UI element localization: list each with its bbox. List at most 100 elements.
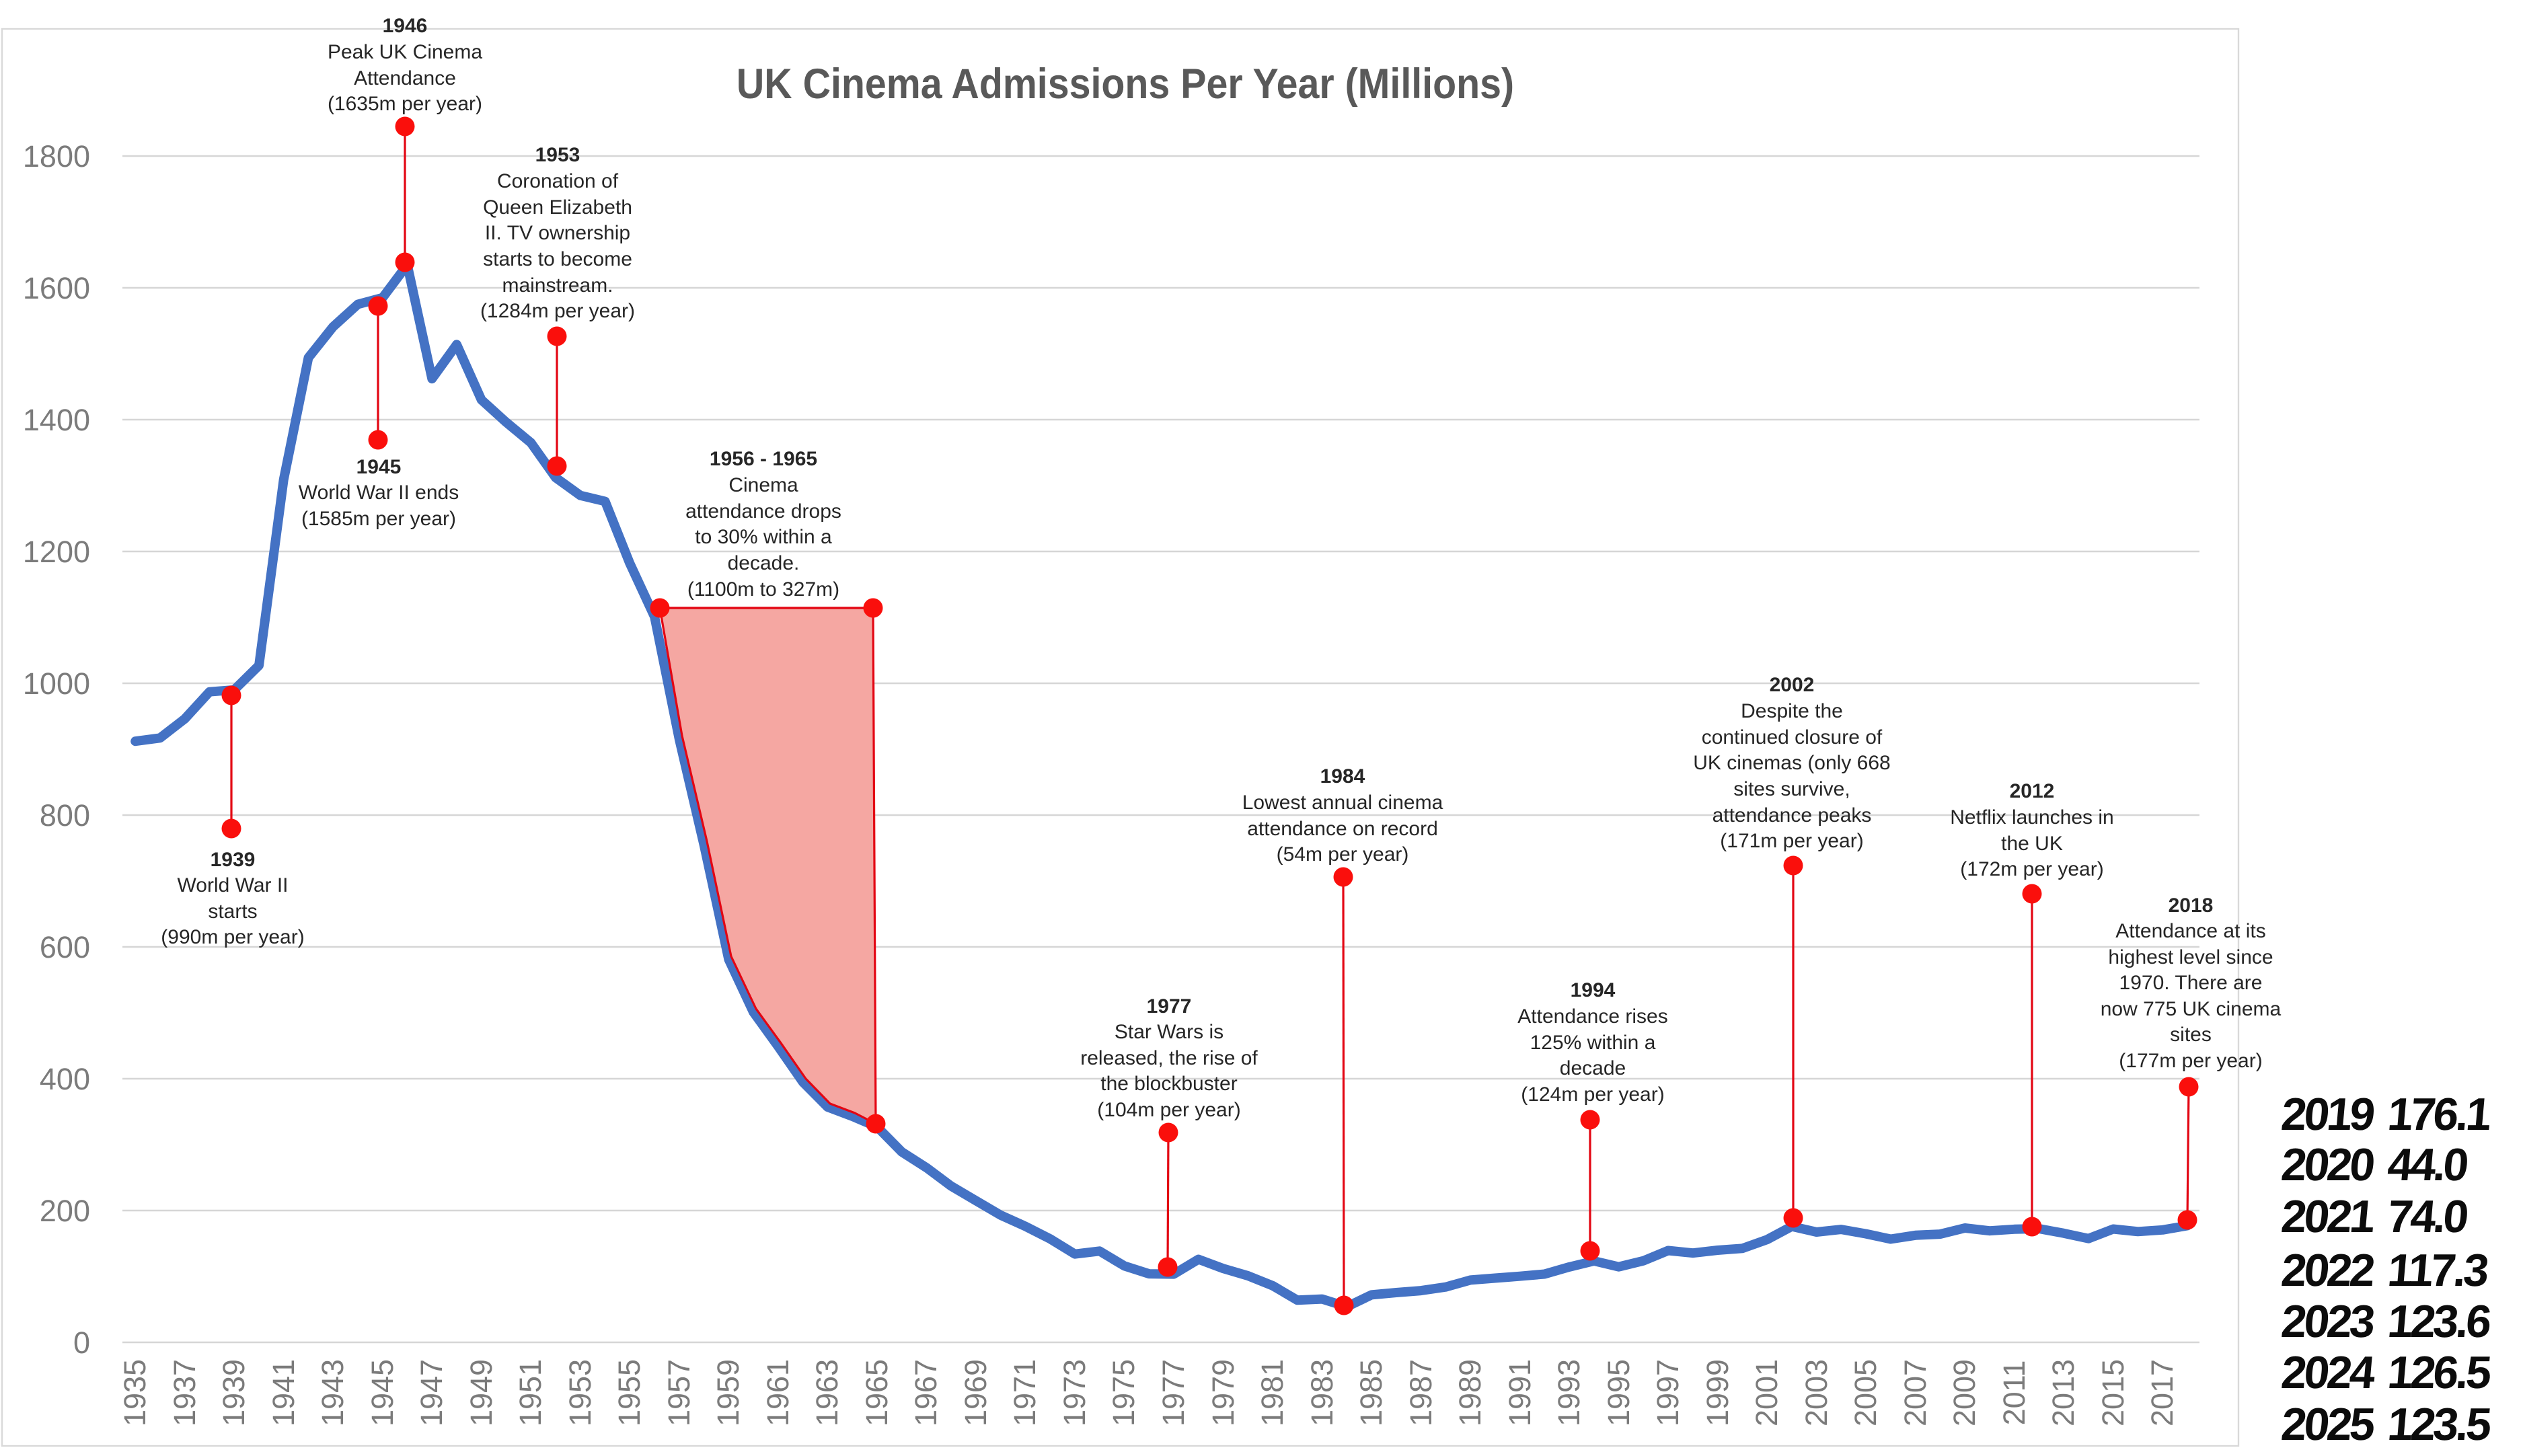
svg-text:1970. There are: 1970. There are bbox=[2119, 972, 2263, 994]
svg-text:1955: 1955 bbox=[612, 1359, 646, 1426]
svg-text:now 775 UK cinema: now 775 UK cinema bbox=[2101, 998, 2282, 1020]
svg-text:(104m per year): (104m per year) bbox=[1097, 1099, 1240, 1121]
svg-text:2018: 2018 bbox=[2169, 894, 2214, 917]
svg-text:1957: 1957 bbox=[662, 1359, 696, 1426]
svg-text:2003: 2003 bbox=[1799, 1359, 1834, 1426]
svg-text:released, the rise of: released, the rise of bbox=[1080, 1047, 1258, 1069]
svg-text:1995: 1995 bbox=[1602, 1359, 1636, 1426]
svg-text:(1635m per year): (1635m per year) bbox=[328, 93, 482, 115]
svg-text:(177m per year): (177m per year) bbox=[2119, 1050, 2262, 1072]
svg-text:1400: 1400 bbox=[23, 403, 90, 437]
svg-text:UK Cinema Admissions Per Year: UK Cinema Admissions Per Year (Millions) bbox=[737, 59, 1514, 107]
svg-text:decade: decade bbox=[1560, 1057, 1626, 1079]
svg-text:Attendance: Attendance bbox=[354, 67, 456, 89]
svg-text:highest level since: highest level since bbox=[2108, 946, 2273, 968]
svg-text:1971: 1971 bbox=[1008, 1359, 1042, 1426]
svg-text:2009: 2009 bbox=[1947, 1359, 1982, 1426]
svg-text:2021 74.0: 2021 74.0 bbox=[2280, 1191, 2470, 1242]
svg-text:1951: 1951 bbox=[513, 1359, 548, 1426]
svg-text:1200: 1200 bbox=[23, 535, 90, 569]
svg-text:2025 123.5: 2025 123.5 bbox=[2280, 1399, 2493, 1450]
svg-text:400: 400 bbox=[40, 1062, 90, 1096]
svg-text:2001: 2001 bbox=[1749, 1359, 1784, 1426]
svg-text:continued closure of: continued closure of bbox=[1702, 726, 1883, 749]
svg-text:200: 200 bbox=[40, 1194, 90, 1228]
svg-text:2002: 2002 bbox=[1770, 674, 1815, 696]
svg-text:2023 123.6: 2023 123.6 bbox=[2280, 1296, 2493, 1347]
svg-text:125% within a: 125% within a bbox=[1530, 1032, 1656, 1054]
svg-text:1975: 1975 bbox=[1106, 1359, 1141, 1426]
svg-text:1967: 1967 bbox=[909, 1359, 943, 1426]
svg-text:Attendance at its: Attendance at its bbox=[2115, 920, 2265, 942]
svg-text:1965: 1965 bbox=[860, 1359, 894, 1426]
svg-text:1956 - 1965: 1956 - 1965 bbox=[710, 448, 817, 470]
svg-text:1999: 1999 bbox=[1700, 1359, 1735, 1426]
svg-text:1985: 1985 bbox=[1354, 1359, 1388, 1426]
svg-text:starts to become: starts to become bbox=[483, 248, 632, 270]
svg-text:1977: 1977 bbox=[1147, 995, 1192, 1018]
svg-text:2020 44.0: 2020 44.0 bbox=[2280, 1139, 2470, 1190]
svg-text:1939: 1939 bbox=[217, 1359, 251, 1426]
svg-text:2011: 2011 bbox=[1997, 1361, 2031, 1426]
svg-text:2012: 2012 bbox=[2010, 780, 2055, 802]
svg-text:1947: 1947 bbox=[414, 1359, 449, 1426]
svg-text:1946: 1946 bbox=[383, 15, 428, 37]
svg-text:1000: 1000 bbox=[23, 666, 90, 701]
svg-text:(1100m to 327m): (1100m to 327m) bbox=[687, 578, 839, 601]
svg-text:II. TV ownership: II. TV ownership bbox=[485, 222, 630, 244]
svg-text:1961: 1961 bbox=[761, 1359, 795, 1426]
svg-text:1935: 1935 bbox=[118, 1359, 152, 1426]
svg-text:attendance drops: attendance drops bbox=[685, 500, 841, 523]
svg-text:2007: 2007 bbox=[1898, 1359, 1932, 1426]
svg-text:2019 176.1: 2019 176.1 bbox=[2280, 1089, 2493, 1140]
svg-text:decade.: decade. bbox=[728, 552, 800, 574]
svg-text:Cinema: Cinema bbox=[728, 474, 798, 496]
svg-text:1979: 1979 bbox=[1206, 1359, 1240, 1426]
svg-text:1943: 1943 bbox=[315, 1359, 350, 1426]
svg-text:attendance peaks: attendance peaks bbox=[1712, 804, 1872, 827]
svg-text:Star Wars is: Star Wars is bbox=[1115, 1021, 1223, 1043]
svg-text:1941: 1941 bbox=[266, 1359, 301, 1426]
svg-text:starts: starts bbox=[208, 901, 257, 923]
svg-text:1981: 1981 bbox=[1255, 1359, 1289, 1426]
svg-text:1953: 1953 bbox=[535, 144, 580, 166]
svg-text:1977: 1977 bbox=[1156, 1359, 1191, 1426]
svg-text:Despite the: Despite the bbox=[1741, 700, 1843, 722]
svg-text:2017: 2017 bbox=[2145, 1359, 2179, 1426]
svg-text:Queen Elizabeth: Queen Elizabeth bbox=[483, 196, 632, 219]
svg-text:1937: 1937 bbox=[167, 1359, 202, 1426]
svg-text:2015: 2015 bbox=[2096, 1359, 2130, 1426]
svg-text:Peak UK Cinema: Peak UK Cinema bbox=[328, 41, 482, 63]
svg-text:UK cinemas (only 668: UK cinemas (only 668 bbox=[1693, 752, 1890, 774]
svg-text:2024 126.5: 2024 126.5 bbox=[2280, 1347, 2493, 1398]
svg-text:attendance on record: attendance on record bbox=[1247, 818, 1438, 840]
svg-text:sites: sites bbox=[2170, 1024, 2212, 1046]
svg-text:2022 117.3: 2022 117.3 bbox=[2280, 1245, 2490, 1296]
svg-text:1997: 1997 bbox=[1651, 1359, 1685, 1426]
svg-text:1945: 1945 bbox=[356, 456, 402, 478]
svg-text:0: 0 bbox=[73, 1326, 90, 1360]
svg-text:1993: 1993 bbox=[1552, 1359, 1586, 1426]
svg-text:mainstream.: mainstream. bbox=[502, 274, 613, 297]
svg-text:2013: 2013 bbox=[2046, 1359, 2080, 1426]
svg-text:1959: 1959 bbox=[711, 1359, 745, 1426]
svg-text:Lowest annual cinema: Lowest annual cinema bbox=[1242, 792, 1443, 814]
svg-text:Coronation of: Coronation of bbox=[497, 170, 619, 192]
svg-text:(172m per year): (172m per year) bbox=[1960, 858, 2103, 880]
svg-text:(124m per year): (124m per year) bbox=[1521, 1083, 1664, 1106]
svg-text:(990m per year): (990m per year) bbox=[161, 926, 304, 948]
svg-text:Netflix launches in: Netflix launches in bbox=[1950, 806, 2113, 829]
svg-text:1969: 1969 bbox=[958, 1359, 993, 1426]
svg-text:800: 800 bbox=[40, 798, 90, 833]
svg-text:2005: 2005 bbox=[1848, 1359, 1883, 1426]
svg-text:1939: 1939 bbox=[211, 849, 256, 871]
svg-text:sites survive,: sites survive, bbox=[1733, 778, 1850, 800]
svg-text:the UK: the UK bbox=[2001, 833, 2063, 855]
svg-text:1994: 1994 bbox=[1571, 979, 1616, 1001]
svg-text:to 30% within a: to 30% within a bbox=[695, 526, 832, 548]
svg-text:World War II ends: World War II ends bbox=[299, 482, 459, 504]
svg-text:(1284m per year): (1284m per year) bbox=[480, 300, 635, 322]
svg-text:(54m per year): (54m per year) bbox=[1277, 843, 1409, 866]
svg-text:1800: 1800 bbox=[23, 139, 90, 174]
svg-text:Attendance rises: Attendance rises bbox=[1517, 1005, 1667, 1028]
